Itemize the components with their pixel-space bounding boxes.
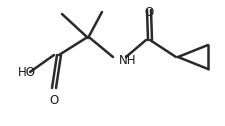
Text: O: O (49, 94, 59, 107)
Text: HO: HO (18, 66, 36, 78)
Text: O: O (144, 6, 154, 19)
Text: NH: NH (119, 54, 137, 67)
